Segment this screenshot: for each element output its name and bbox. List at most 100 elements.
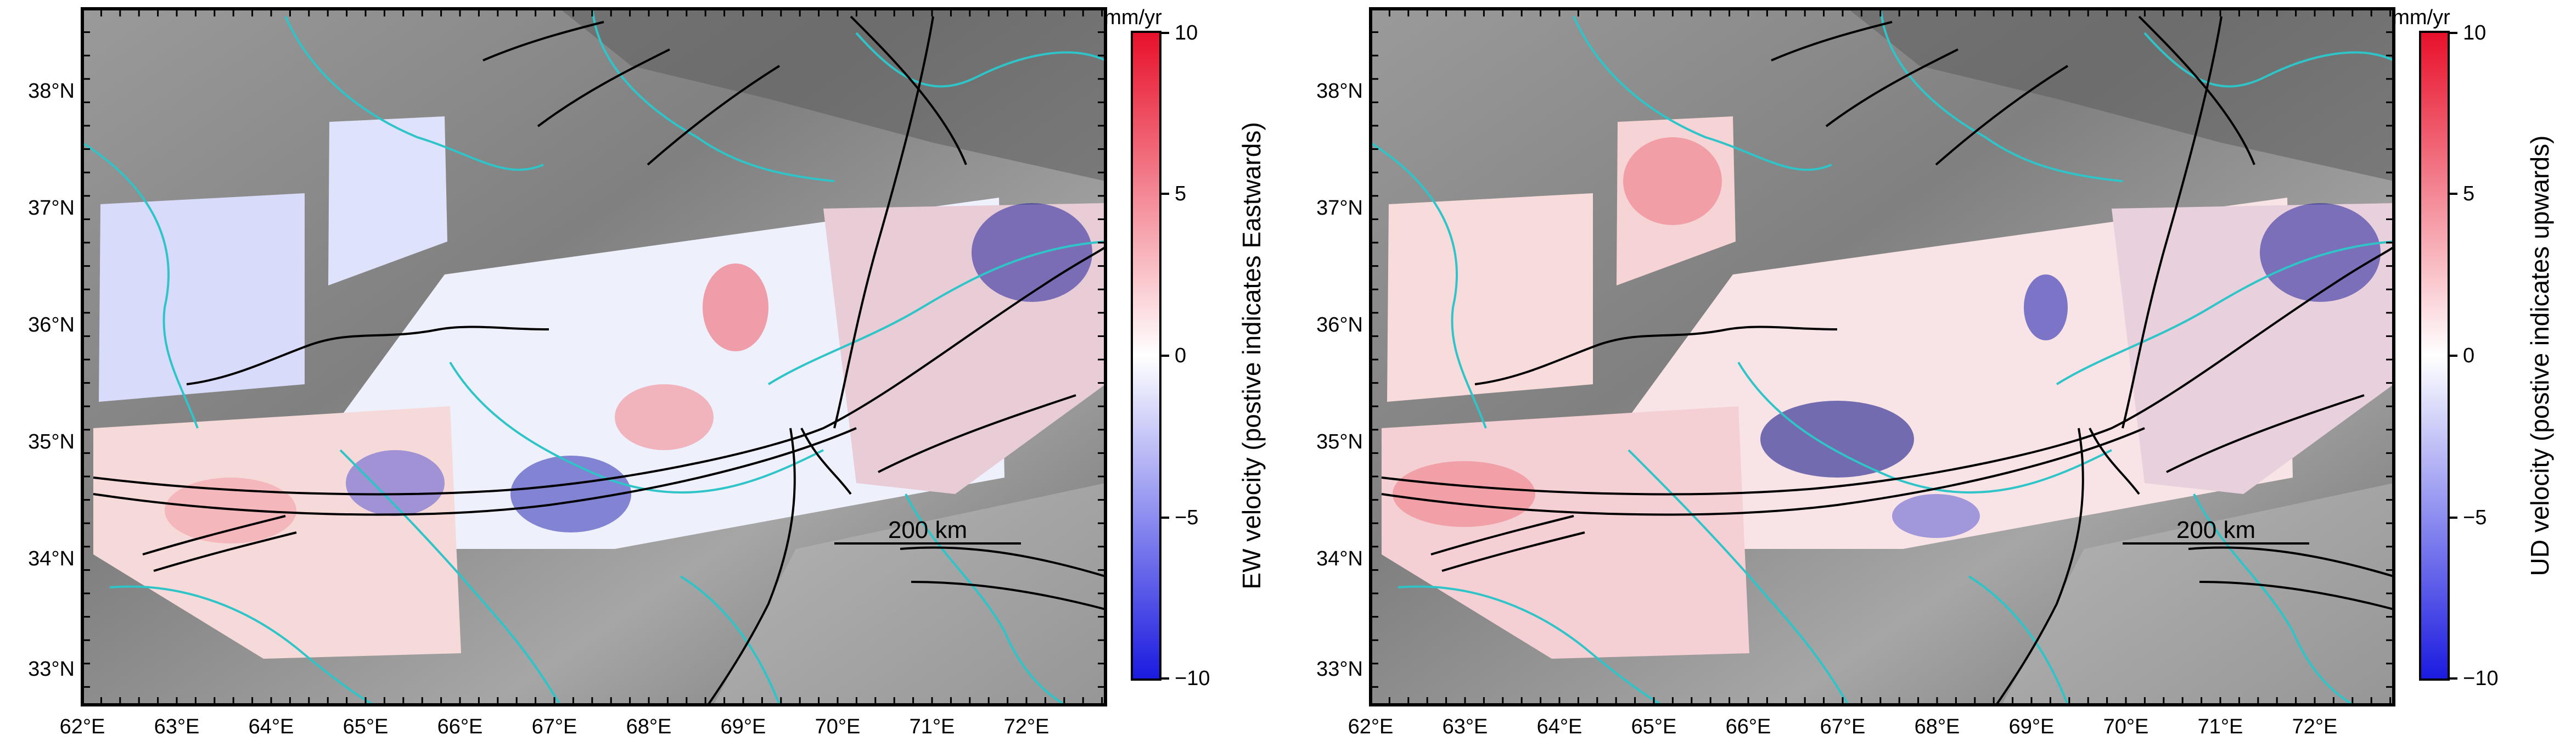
lon-label-70: 70°E bbox=[815, 715, 861, 738]
fault-north-3 bbox=[833, 16, 934, 429]
ew-velocity-map-figure: 200 km 38°N 37°N 36°N 35°N 34°N 33°N 62°… bbox=[28, 6, 1266, 738]
river-1 bbox=[1370, 142, 1487, 429]
lat-label-33: 33°N bbox=[28, 658, 75, 681]
fault-south-2 bbox=[2089, 428, 2140, 495]
fault-south-2 bbox=[800, 428, 852, 495]
velocity-anomaly-blue-2 bbox=[972, 203, 1092, 302]
latitude-axis-labels: 38°N 37°N 36°N 35°N 34°N 33°N bbox=[1316, 80, 1363, 681]
fault-north-5 bbox=[1825, 48, 1958, 127]
velocity-anomaly-blue-3 bbox=[346, 450, 445, 516]
longitude-axis-labels: 62°E 63°E 64°E 65°E 66°E 67°E 68°E 69°E … bbox=[60, 715, 1050, 738]
colorbar-label: EW velocity (postive indicates Eastwards… bbox=[1237, 122, 1266, 589]
velocity-anomaly-red-1 bbox=[1623, 137, 1722, 225]
ud-velocity-panel: 200 km 38°N 37°N 36°N 35°N 34°N 33°N 62°… bbox=[1288, 0, 2576, 746]
river-2 bbox=[1573, 16, 1832, 171]
lat-label-34: 34°N bbox=[28, 547, 75, 570]
map-border bbox=[1369, 7, 2395, 706]
lon-label-64: 64°E bbox=[249, 715, 294, 738]
colorbar-tick-minus5: −5 bbox=[1175, 506, 1198, 529]
faults bbox=[1381, 15, 2395, 706]
river-5 bbox=[449, 361, 824, 494]
lat-label-36: 36°N bbox=[28, 313, 75, 336]
rivers bbox=[1370, 10, 2394, 706]
fault-se-2 bbox=[2199, 581, 2394, 610]
rivers bbox=[81, 10, 1106, 706]
fault-south-1 bbox=[1995, 428, 2084, 706]
fault-north-1 bbox=[1474, 326, 1838, 385]
lat-label-33: 33°N bbox=[1316, 658, 1363, 681]
northern-mountain-relief bbox=[560, 9, 1105, 181]
velocity-anomaly-red-1 bbox=[703, 263, 768, 351]
lon-label-70: 70°E bbox=[2103, 715, 2149, 738]
colorbar-tick-5: 5 bbox=[2463, 182, 2474, 205]
fault-main-1 bbox=[1381, 246, 2395, 496]
velocity-anomaly-red-2 bbox=[615, 384, 714, 450]
velocity-field bbox=[1382, 116, 2394, 659]
river-3 bbox=[592, 10, 835, 182]
fault-sw-2 bbox=[153, 531, 297, 572]
lon-label-69: 69°E bbox=[721, 715, 766, 738]
scale-bar-label: 200 km bbox=[2176, 517, 2255, 543]
fault-se-3 bbox=[2166, 394, 2365, 473]
velocity-track-west bbox=[99, 193, 305, 402]
river-3 bbox=[1880, 10, 2123, 182]
colorbar-tick-minus10: −10 bbox=[2463, 667, 2498, 690]
fault-north-3 bbox=[2122, 16, 2223, 429]
velocity-anomaly-blue-1 bbox=[510, 456, 631, 532]
lon-label-72: 72°E bbox=[2292, 715, 2338, 738]
fault-north-6 bbox=[647, 65, 781, 166]
lon-label-65: 65°E bbox=[343, 715, 389, 738]
fault-north-5 bbox=[537, 48, 670, 127]
river-10 bbox=[680, 575, 781, 705]
lat-label-34: 34°N bbox=[1316, 547, 1363, 570]
fault-south-1 bbox=[707, 428, 796, 706]
lon-label-67: 67°E bbox=[532, 715, 577, 738]
lat-label-38: 38°N bbox=[28, 80, 75, 103]
faults bbox=[93, 15, 1107, 706]
scale-bar-label: 200 km bbox=[888, 517, 967, 543]
fault-north-2 bbox=[2138, 15, 2255, 165]
fault-se-3 bbox=[878, 394, 1076, 473]
river-9 bbox=[109, 585, 374, 706]
lat-label-35: 35°N bbox=[1316, 430, 1363, 453]
ud-velocity-map-figure: 200 km 38°N 37°N 36°N 35°N 34°N 33°N 62°… bbox=[1316, 6, 2554, 738]
southern-plain-relief bbox=[2002, 483, 2394, 705]
river-4 bbox=[2143, 32, 2394, 88]
lon-label-69: 69°E bbox=[2009, 715, 2055, 738]
colorbar-label: UD velocity (postive indicates upwards) bbox=[2526, 136, 2554, 576]
lon-label-71: 71°E bbox=[910, 715, 955, 738]
lon-label-63: 63°E bbox=[1443, 715, 1488, 738]
colorbar-tick-5: 5 bbox=[1175, 182, 1186, 205]
lon-label-68: 68°E bbox=[1915, 715, 1960, 738]
colorbar-tick-minus10: −10 bbox=[1175, 667, 1210, 690]
lon-label-63: 63°E bbox=[154, 715, 200, 738]
river-8 bbox=[2056, 240, 2394, 385]
southern-plain-relief bbox=[714, 483, 1105, 705]
colorbar-ticks bbox=[2449, 32, 2457, 680]
longitude-axis-labels: 62°E 63°E 64°E 65°E 66°E 67°E 68°E 69°E … bbox=[1348, 715, 2338, 738]
ew-velocity-panel: 200 km 38°N 37°N 36°N 35°N 34°N 33°N 62°… bbox=[28, 6, 1266, 738]
velocity-anomaly-blue-1 bbox=[1760, 401, 1914, 478]
fault-north-4 bbox=[482, 21, 604, 61]
lon-label-62: 62°E bbox=[60, 715, 105, 738]
colorbar-tick-10: 10 bbox=[1175, 21, 1198, 44]
velocity-track-northwest bbox=[328, 116, 447, 285]
fault-main-1 bbox=[93, 246, 1107, 496]
map-border-ticks bbox=[1370, 8, 2394, 705]
fault-sw-1 bbox=[142, 515, 286, 556]
river-10 bbox=[1968, 575, 2069, 705]
latitude-axis-labels: 38°N 37°N 36°N 35°N 34°N 33°N bbox=[28, 80, 75, 681]
lon-label-65: 65°E bbox=[1631, 715, 1677, 738]
fault-north-1 bbox=[186, 326, 549, 385]
lon-label-66: 66°E bbox=[437, 715, 483, 738]
river-6 bbox=[1627, 449, 1849, 705]
colorbar-unit: mm/yr bbox=[2392, 6, 2450, 29]
river-7 bbox=[905, 493, 1066, 706]
lon-label-68: 68°E bbox=[626, 715, 672, 738]
lon-label-67: 67°E bbox=[1820, 715, 1866, 738]
colorbar: mm/yr 10 5 0 −5 −10 UD velocity (postive… bbox=[2392, 6, 2554, 690]
colorbar-unit: mm/yr bbox=[1104, 6, 1162, 29]
lat-label-37: 37°N bbox=[1316, 197, 1363, 220]
colorbar: mm/yr 10 5 0 −5 −10 EW velocity (postive… bbox=[1104, 6, 1266, 690]
lat-label-37: 37°N bbox=[28, 197, 75, 220]
